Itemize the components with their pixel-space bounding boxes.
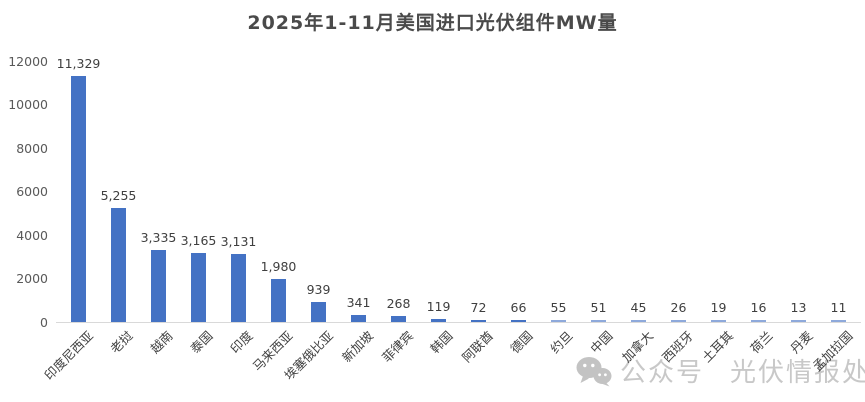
x-axis-label: 印度尼西亚 <box>41 328 97 383</box>
x-axis-label: 约旦 <box>547 328 577 357</box>
watermark-text-left: 公众号 <box>620 358 705 388</box>
bar-value-label: 3,131 <box>220 234 257 250</box>
bar <box>271 279 286 322</box>
bar-value-label: 119 <box>426 299 451 315</box>
watermark: 公众号 光伏情报处 <box>576 352 865 389</box>
bar-value-label: 55 <box>550 299 567 315</box>
bar-value-label: 11,329 <box>56 56 101 72</box>
bar <box>151 249 166 322</box>
watermark-text-right: 光伏情报处 <box>730 358 865 388</box>
x-axis-label: 越南 <box>147 328 177 357</box>
bar <box>791 319 806 322</box>
bar-value-label: 3,165 <box>180 233 217 249</box>
bar-value-label: 5,255 <box>100 187 137 203</box>
x-axis-label: 中国 <box>587 328 617 357</box>
bar-value-label: 66 <box>510 299 527 315</box>
x-axis-line <box>56 322 861 323</box>
bar <box>191 253 206 322</box>
x-axis-label: 阿联酋 <box>458 328 497 366</box>
y-axis-tick-label: 10000 <box>8 97 48 113</box>
bar-value-label: 11 <box>830 299 847 315</box>
bar-value-label: 26 <box>670 299 687 315</box>
bar <box>231 254 246 322</box>
x-axis-label: 丹麦 <box>787 328 817 357</box>
x-axis-label: 泰国 <box>187 328 217 357</box>
x-axis-label: 土耳其 <box>698 328 737 366</box>
bar-value-label: 16 <box>750 299 767 315</box>
bar-value-label: 19 <box>710 299 727 315</box>
bar <box>471 319 486 322</box>
bar-value-label: 341 <box>346 294 371 310</box>
bar <box>591 319 606 322</box>
x-axis-label: 老挝 <box>107 328 137 357</box>
bar-value-label: 45 <box>630 299 647 315</box>
bar <box>751 319 766 322</box>
wechat-icon <box>576 356 612 386</box>
x-axis-label: 加拿大 <box>618 328 657 366</box>
y-axis-tick-label: 6000 <box>16 184 48 200</box>
x-axis-label: 西班牙 <box>658 328 697 366</box>
x-axis-label: 荷兰 <box>747 328 777 357</box>
x-axis-label: 孟加拉国 <box>810 328 857 374</box>
bar <box>391 316 406 322</box>
bar <box>351 314 366 322</box>
chart-title: 2025年1-11月美国进口光伏组件MW量 <box>247 12 618 34</box>
x-axis-label: 韩国 <box>427 328 457 357</box>
bar-value-label: 72 <box>470 299 487 315</box>
bar <box>71 76 86 322</box>
y-axis-tick-label: 0 <box>40 314 48 330</box>
y-axis-tick-label: 2000 <box>16 271 48 287</box>
bar <box>831 319 846 322</box>
bar-value-label: 268 <box>386 296 411 312</box>
bar-value-label: 1,980 <box>260 259 297 275</box>
x-axis-label: 印度 <box>227 328 257 357</box>
bar-value-label: 939 <box>306 281 331 297</box>
bar-value-label: 13 <box>790 299 807 315</box>
bar <box>511 319 526 322</box>
bar <box>431 319 446 322</box>
x-axis-label: 德国 <box>507 328 537 357</box>
bar-value-label: 3,335 <box>140 229 177 245</box>
bar <box>111 207 126 322</box>
x-axis-label: 菲律宾 <box>378 328 417 366</box>
bar <box>311 301 326 322</box>
y-axis-tick-label: 12000 <box>8 54 48 69</box>
bar-value-label: 51 <box>590 299 607 315</box>
y-axis-tick-label: 4000 <box>16 227 48 243</box>
x-axis-label: 新加坡 <box>338 328 377 366</box>
bar <box>631 319 646 322</box>
y-axis-tick-label: 8000 <box>16 140 48 156</box>
bar <box>711 319 726 322</box>
bar <box>671 319 686 322</box>
bar <box>551 319 566 322</box>
